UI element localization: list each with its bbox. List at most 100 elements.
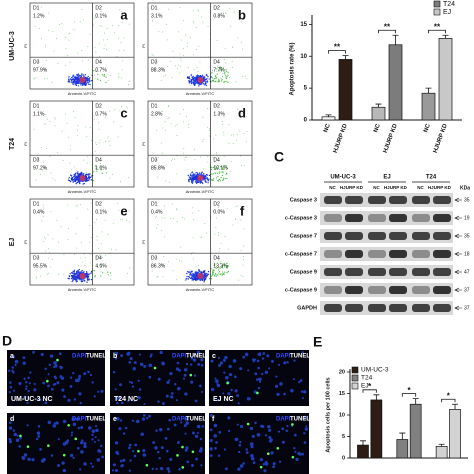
cell-dot	[203, 272, 206, 275]
nucleus	[167, 427, 170, 431]
cell-dot	[207, 273, 209, 275]
nucleus	[99, 450, 102, 453]
cell-dot	[186, 272, 188, 275]
cell-dot	[206, 178, 209, 180]
significance: **	[434, 22, 441, 31]
cell-dot	[223, 134, 225, 136]
cell-dot	[57, 63, 59, 65]
tunel-positive	[74, 437, 78, 441]
cell-dot	[82, 183, 84, 185]
cell-dot	[190, 181, 193, 183]
blot-band	[412, 232, 430, 240]
cell-dot	[68, 228, 70, 230]
nucleus	[185, 421, 189, 425]
cell-dot	[240, 219, 242, 221]
cell-dot	[170, 123, 172, 125]
nucleus	[118, 396, 121, 399]
nucleus	[62, 419, 67, 424]
cell-dot	[157, 276, 159, 278]
cell-dot	[195, 182, 198, 184]
blot-band	[368, 196, 386, 204]
cell-dot	[217, 269, 220, 271]
nucleus	[299, 379, 303, 382]
nucleus	[210, 387, 215, 392]
cell-dot	[218, 79, 220, 82]
cell-dot	[77, 178, 79, 180]
nucleus	[262, 462, 266, 466]
cell-dot	[69, 180, 72, 183]
cell-dot	[107, 271, 109, 273]
cell-dot	[86, 162, 88, 164]
cell-dot	[122, 60, 124, 62]
legend-label: EJ	[361, 383, 369, 390]
cell-dot	[185, 277, 187, 280]
cell-dot	[197, 10, 199, 12]
nucleus	[127, 351, 131, 356]
nucleus	[77, 446, 80, 450]
cell-dot	[65, 113, 67, 115]
nucleus	[209, 447, 213, 451]
cell-dot	[198, 264, 200, 266]
cell-dot	[168, 105, 170, 107]
nucleus	[242, 355, 246, 359]
nucleus	[303, 432, 306, 435]
blot-band	[368, 250, 386, 258]
nucleus	[28, 382, 31, 385]
cell-dot	[172, 158, 174, 160]
cell-dot	[192, 20, 194, 22]
protein-label: GAPDH	[297, 305, 317, 311]
cell-dot	[99, 25, 101, 27]
nucleus	[133, 454, 137, 458]
significance: *	[407, 386, 411, 395]
cell-dot	[167, 105, 169, 107]
cell-dot	[207, 156, 209, 158]
nucleus	[272, 462, 276, 466]
nucleus	[9, 381, 12, 384]
cell-dot	[190, 74, 192, 76]
cell-dot	[72, 75, 74, 78]
nucleus	[261, 372, 264, 376]
nucleus	[223, 448, 227, 451]
cell-dot	[54, 118, 56, 120]
nucleus	[119, 419, 123, 422]
cell-core	[79, 175, 86, 181]
cell-dot	[77, 125, 79, 127]
nucleus	[23, 395, 27, 399]
cell-dot	[72, 272, 74, 275]
nucleus	[142, 449, 146, 453]
cell-dot	[204, 278, 207, 280]
cell-dot	[98, 122, 100, 124]
cell-dot	[94, 46, 96, 48]
cell-dot	[223, 73, 226, 75]
quadrant-value: 0.8%	[213, 13, 225, 19]
error-bar	[359, 440, 366, 446]
cell-dot	[219, 69, 221, 71]
cell-dot	[170, 60, 172, 62]
cell-dot	[95, 144, 97, 146]
nucleus	[93, 440, 96, 444]
nucleus	[36, 431, 41, 435]
cell-dot	[194, 84, 196, 87]
nucleus	[162, 402, 165, 405]
cell-dot	[81, 74, 83, 76]
nucleus	[13, 432, 17, 437]
nucleus	[217, 454, 221, 457]
blot-band	[345, 250, 363, 258]
kda-label: 35	[464, 197, 470, 203]
nucleus	[232, 359, 237, 363]
error-bar	[399, 432, 406, 440]
cell-dot	[211, 179, 213, 182]
plot-letter: c	[120, 105, 127, 120]
nucleus	[73, 398, 77, 401]
cell-dot	[46, 274, 48, 276]
cell-dot	[176, 173, 178, 175]
cell-dot	[83, 279, 86, 282]
nucleus	[201, 390, 204, 394]
cell-dot	[47, 257, 49, 259]
cell-dot	[105, 76, 107, 78]
cell-dot	[162, 276, 164, 278]
cell-dot	[212, 179, 214, 181]
cell-dot	[217, 164, 219, 167]
cell-dot	[187, 275, 190, 278]
blot-band	[324, 304, 342, 312]
